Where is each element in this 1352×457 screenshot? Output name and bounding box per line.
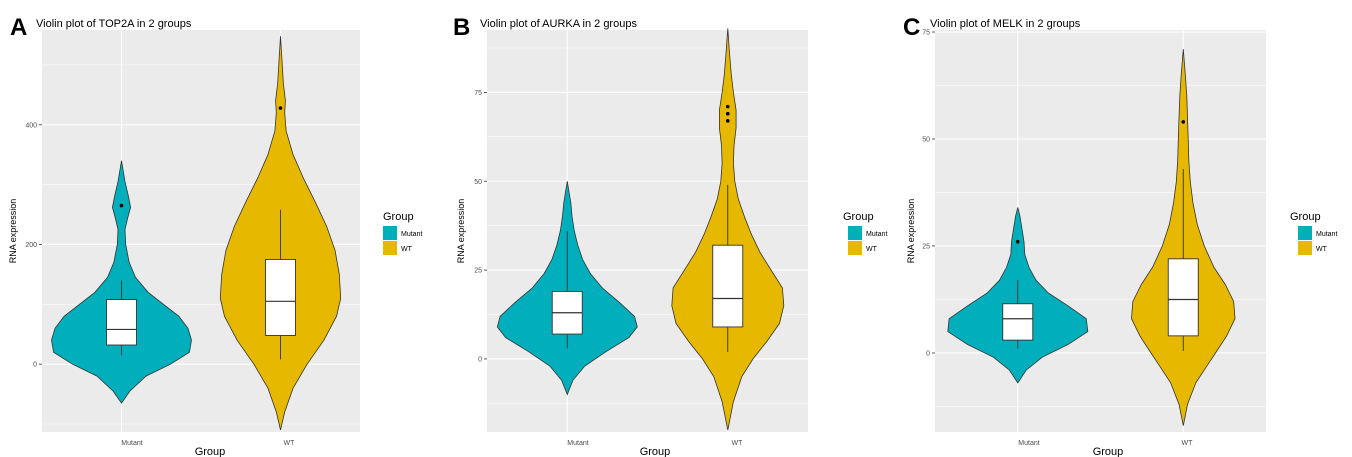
violins-a (51, 36, 342, 431)
y-tick-label-a: 200 (25, 242, 37, 249)
y-tick-label-a: 400 (25, 122, 37, 129)
box-mutant-a (106, 299, 137, 346)
outlier-point-wt-b (725, 111, 730, 116)
legend-c: Group Mutant WT (1290, 211, 1337, 255)
legend-key-wt-a (383, 241, 397, 255)
y-tick-label-b: 75 (474, 90, 482, 97)
legend-key-mutant-c (1298, 226, 1312, 240)
y-ticks-a: 0 200 400 (25, 122, 42, 369)
y-tick-label-a: 0 (33, 362, 37, 369)
outlier-point-wt-a (278, 106, 283, 110)
plot-area-b (487, 30, 808, 432)
y-tick-label-b: 25 (474, 268, 482, 275)
legend-key-wt-c (1298, 241, 1312, 255)
box-wt-a (265, 258, 296, 336)
legend-b: Group Mutant WT (843, 211, 887, 255)
y-tick-label-b: 0 (478, 356, 482, 363)
legend-a: Group Mutant WT (383, 211, 422, 255)
outlier-point-wt-b (725, 104, 730, 109)
y-tick-label-c: 50 (922, 136, 930, 143)
y-tick-label-c: 75 (922, 30, 930, 37)
chart-title-c: Violin plot of MELK in 2 groups (930, 18, 1081, 30)
outlier-point-wt-c (1181, 120, 1186, 124)
y-axis-label-a: RNA expression (8, 199, 18, 264)
panel-c: C Violin plot of MELK in 2 groups 0 25 50 7… (903, 14, 1337, 457)
x-axis-label-c: Group (1093, 446, 1124, 457)
y-axis-label-b: RNA expression (456, 199, 466, 264)
legend-label-mutant-b: Mutant (866, 231, 887, 238)
box-mutant-c (1002, 303, 1034, 341)
x-tick-label-mutant-b: Mutant (567, 440, 588, 447)
x-axis-label-a: Group (195, 446, 226, 457)
x-axis-label-b: Group (640, 446, 671, 457)
y-tick-label-c: 0 (926, 350, 930, 357)
panel-letter-a: A (10, 14, 27, 41)
violins-c (947, 49, 1236, 426)
outlier-point-mutant-c (1015, 239, 1020, 244)
plot-area-c (935, 30, 1266, 432)
x-tick-label-wt-b: WT (732, 440, 744, 447)
outlier-point-mutant-a (119, 203, 124, 208)
x-tick-label-wt-c: WT (1182, 440, 1194, 447)
legend-label-wt-a: WT (401, 246, 413, 253)
y-axis-label-c: RNA expression (906, 199, 916, 264)
y-ticks-b: 0 25 50 75 (474, 90, 487, 363)
legend-key-mutant-b (848, 226, 862, 240)
y-ticks-c: 0 25 50 75 (922, 30, 935, 357)
y-tick-label-c: 25 (922, 243, 930, 250)
legend-title-a: Group (383, 211, 414, 223)
panel-a: A Violin plot of TOP2A in 2 groups 0 200 4… (8, 14, 422, 457)
x-tick-label-mutant-c: Mutant (1018, 440, 1039, 447)
x-tick-label-wt-a: WT (284, 440, 296, 447)
chart-title-b: Violin plot of AURKA in 2 groups (480, 18, 637, 30)
box-wt-c (1167, 258, 1199, 337)
x-tick-label-mutant-a: Mutant (121, 440, 142, 447)
chart-title-a: Violin plot of TOP2A in 2 groups (36, 18, 192, 30)
legend-title-c: Group (1290, 211, 1321, 223)
legend-label-mutant-c: Mutant (1316, 231, 1337, 238)
panel-letter-c: C (903, 14, 920, 41)
legend-key-wt-b (848, 241, 862, 255)
legend-key-mutant-a (383, 226, 397, 240)
box-wt-b (712, 244, 744, 328)
legend-title-b: Group (843, 211, 874, 223)
legend-label-mutant-a: Mutant (401, 231, 422, 238)
outlier-point-wt-b (725, 119, 730, 123)
legend-label-wt-b: WT (866, 246, 878, 253)
panel-letter-b: B (453, 14, 470, 41)
y-tick-label-b: 50 (474, 179, 482, 186)
violins-b (496, 28, 785, 431)
panel-b: B Violin plot of AURKA in 2 groups 0 25 50… (453, 14, 887, 457)
legend-label-wt-c: WT (1316, 246, 1328, 253)
